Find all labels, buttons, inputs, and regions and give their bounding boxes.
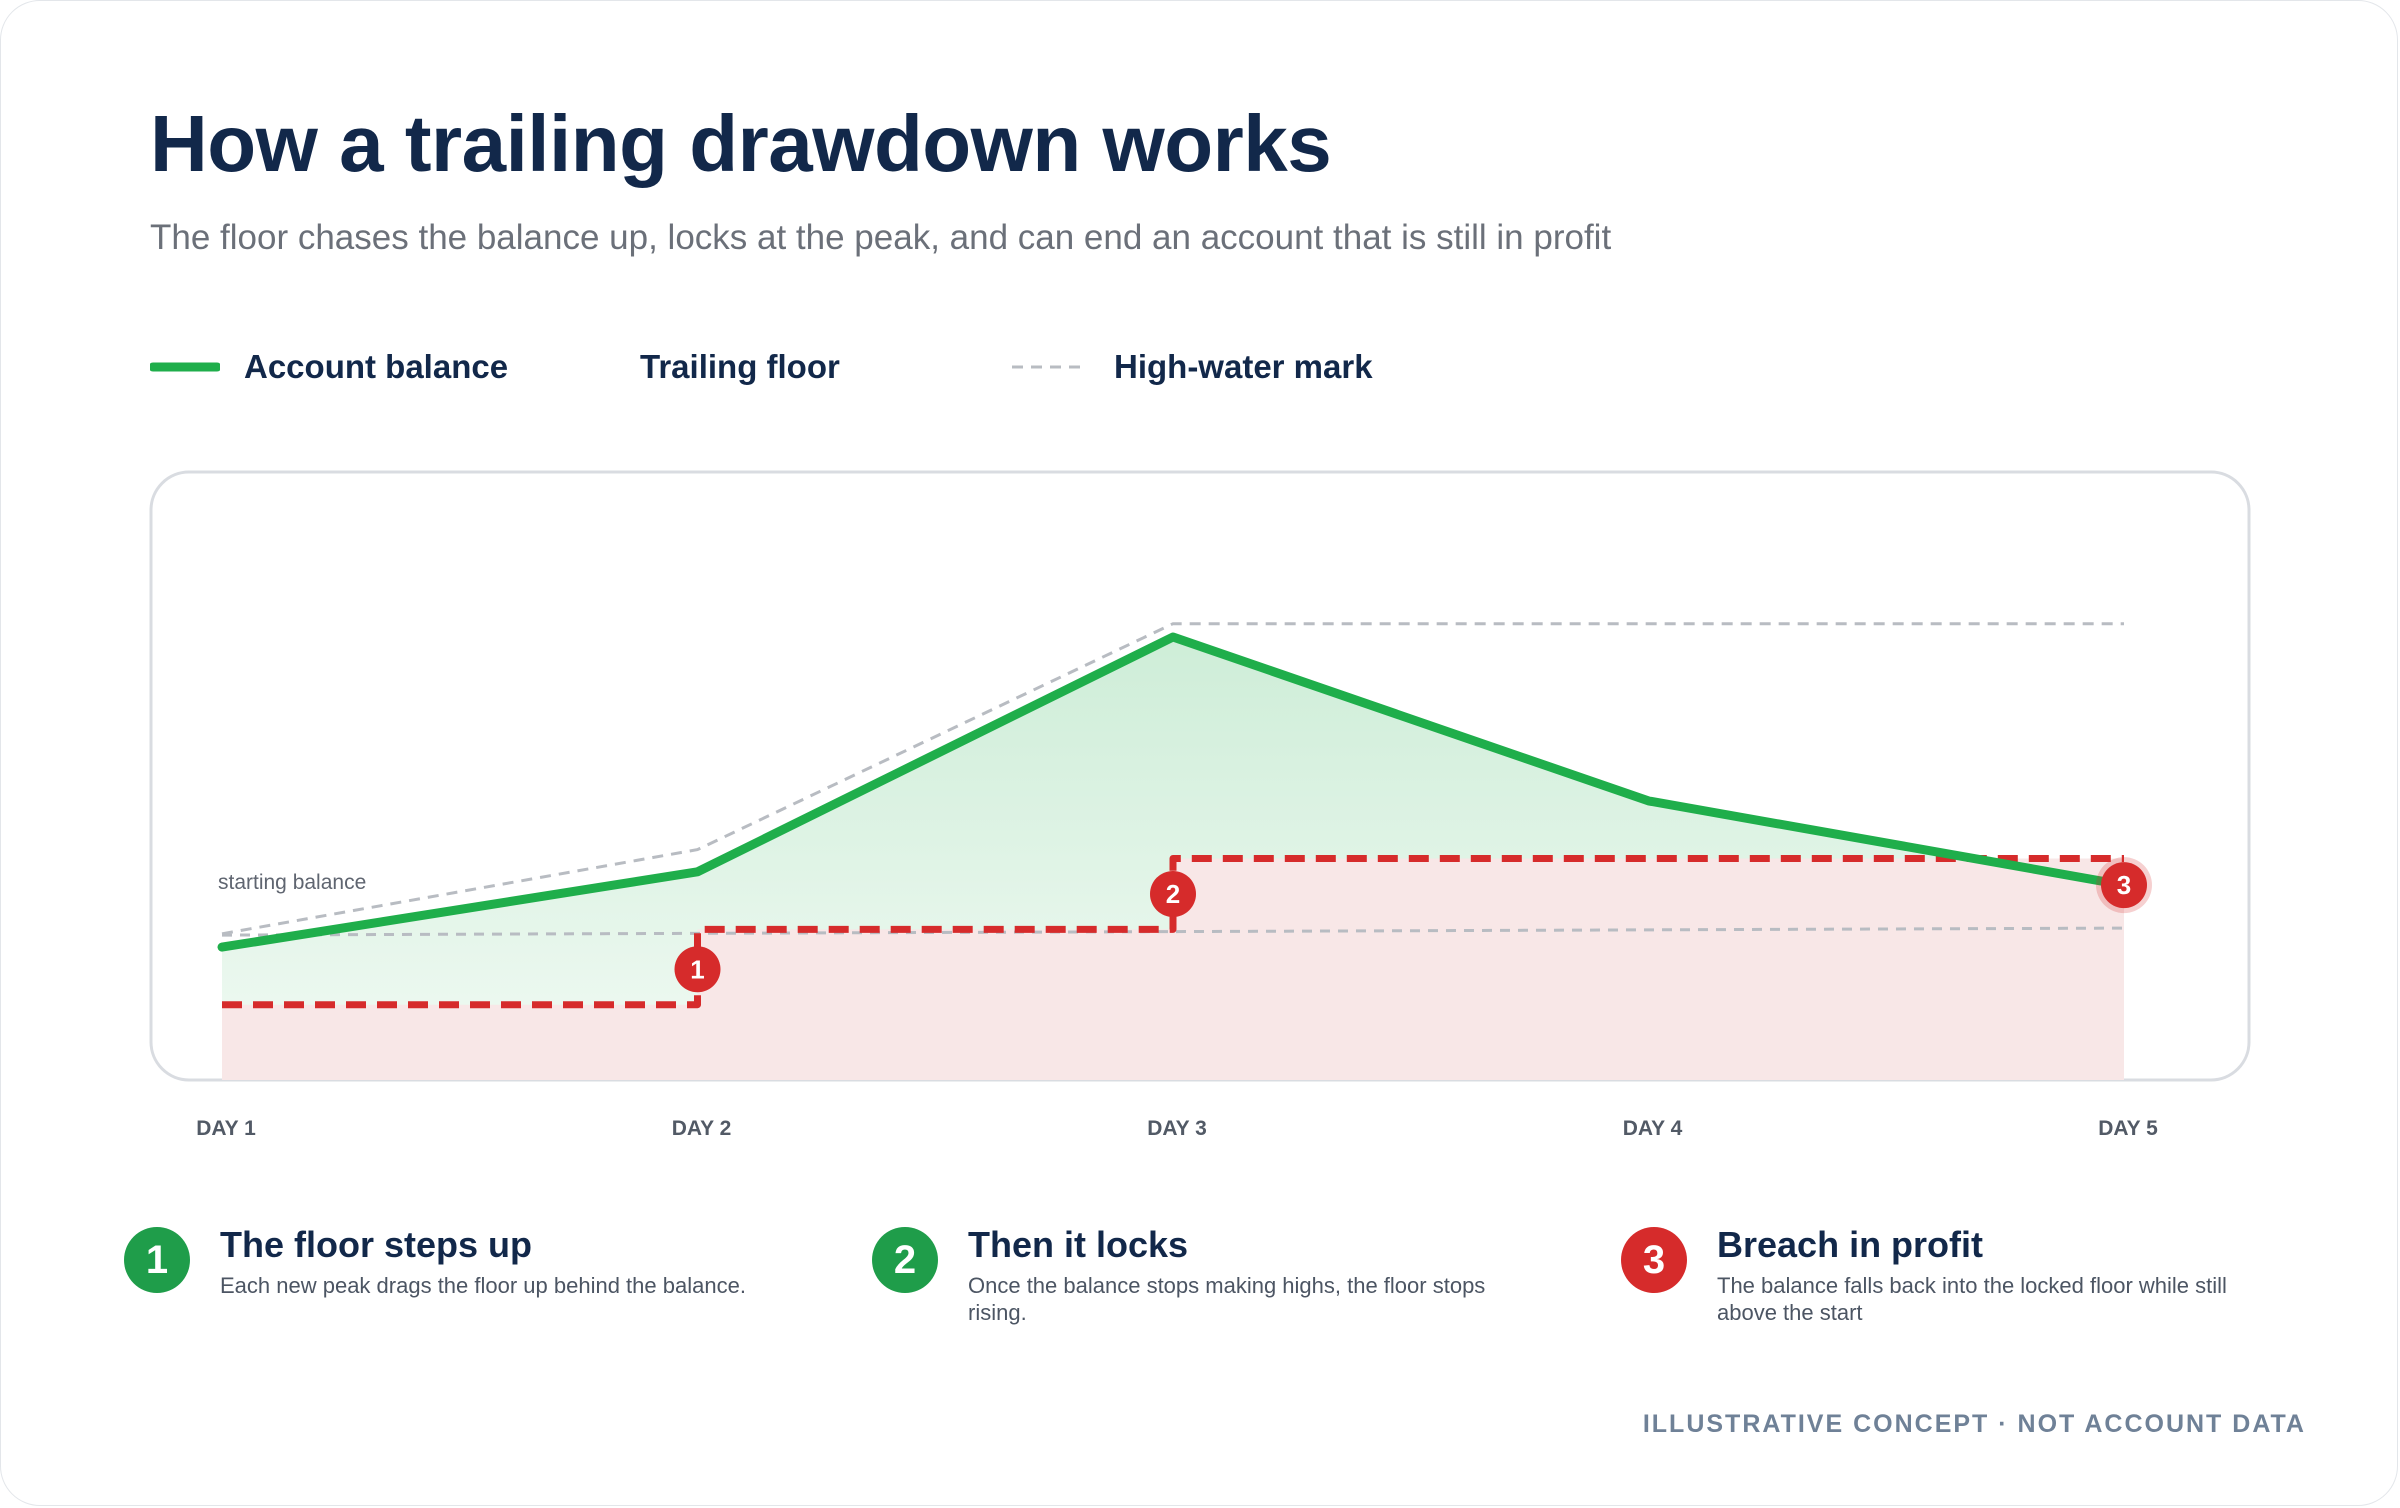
starting-balance-label: starting balance: [218, 871, 366, 894]
disclaimer-note: ILLUSTRATIVE CONCEPT · NOT ACCOUNT DATA: [1642, 1410, 2306, 1438]
page-title: How a trailing drawdown works: [150, 99, 1332, 188]
marker-1: [674, 946, 721, 993]
legend-swatch-dashed-thin: [1012, 365, 1088, 369]
x-tick-label: DAY 5: [2098, 1117, 2158, 1140]
floor-area: [222, 858, 2124, 1080]
callout-text: Each new peak drags the floor up behind …: [220, 1273, 746, 1298]
callout-badge: 2: [872, 1227, 938, 1293]
x-tick-label: DAY 3: [1147, 1117, 1207, 1140]
marker-2: [1150, 870, 1196, 917]
legend-label-floor: Trailing floor: [640, 348, 840, 385]
callout-title: Then it locks: [968, 1224, 1189, 1265]
callout-title: Breach in profit: [1717, 1224, 1984, 1265]
legend-label-balance: Account balance: [244, 348, 509, 385]
callout-row: 1 The floor steps up Each new peak drags…: [0, 1224, 2400, 1344]
legend-swatch-solid: [150, 362, 220, 372]
x-tick-label: DAY 1: [196, 1117, 256, 1140]
callout-badge: 1: [124, 1227, 190, 1293]
x-tick-label: DAY 2: [672, 1117, 732, 1140]
legend-item-hwm: High-water mark: [1010, 342, 1373, 392]
legend-item-floor: Trailing floor: [616, 342, 840, 392]
callout-text: The balance falls back into the locked f…: [1717, 1273, 2227, 1325]
x-tick-label: DAY 4: [1623, 1117, 1683, 1140]
callout-badge: 3: [1621, 1227, 1687, 1293]
legend-item-balance: Account balance: [150, 342, 508, 392]
callout-text: Once the balance stops making highs, the…: [968, 1273, 1486, 1325]
marker-label: 2: [1166, 879, 1180, 909]
marker-3: [2101, 862, 2147, 909]
series-high-water-mark: [221, 622, 2124, 936]
series-trailing-floor: [222, 855, 2124, 1009]
series-account-balance: [217, 632, 2129, 952]
page-subtitle: The floor chases the balance up, locks a…: [150, 218, 1612, 257]
legend-label-hwm: High-water mark: [1114, 348, 1373, 385]
marker-label: 1: [690, 954, 704, 984]
starting-balance-line: [221, 926, 2125, 937]
callout-title: The floor steps up: [220, 1224, 533, 1265]
marker-label: 3: [2117, 870, 2131, 900]
